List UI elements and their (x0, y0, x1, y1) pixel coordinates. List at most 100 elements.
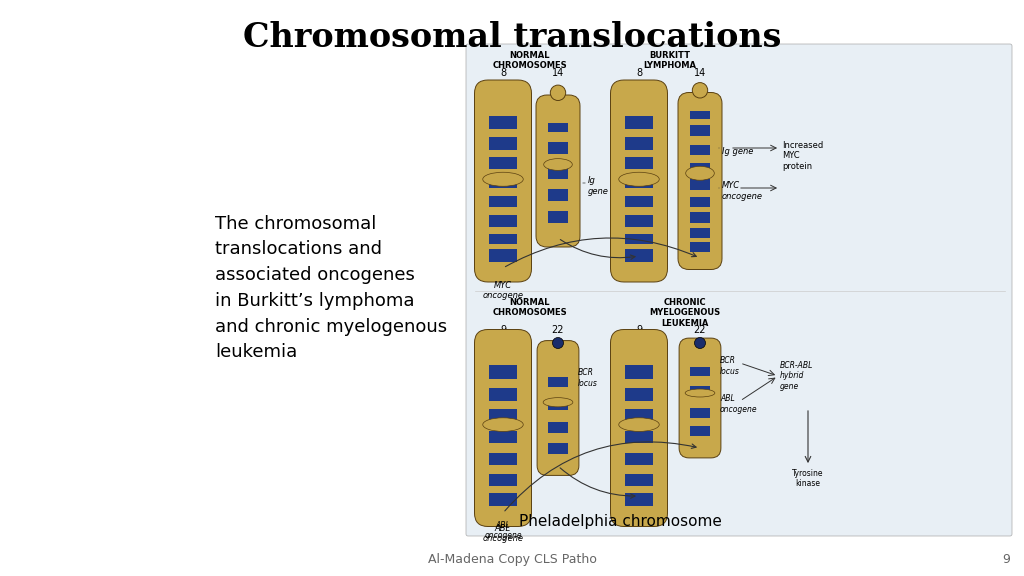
Ellipse shape (685, 389, 715, 397)
Text: MYC
oncogene: MYC oncogene (722, 181, 763, 200)
Bar (626, 233, 653, 244)
Bar (489, 453, 517, 465)
Bar (690, 228, 710, 238)
Bar (489, 233, 517, 244)
Text: 22: 22 (693, 325, 707, 335)
Bar (626, 215, 653, 226)
FancyBboxPatch shape (678, 93, 722, 270)
Bar (489, 176, 517, 188)
Text: NORMAL
CHROMOSOMES: NORMAL CHROMOSOMES (493, 51, 567, 70)
FancyArrowPatch shape (560, 468, 635, 498)
Text: 8: 8 (636, 68, 642, 78)
Bar (489, 410, 517, 423)
Bar (626, 116, 653, 128)
FancyBboxPatch shape (679, 338, 721, 458)
Ellipse shape (686, 166, 715, 180)
Ellipse shape (553, 338, 563, 348)
Bar (626, 176, 653, 188)
Ellipse shape (692, 82, 708, 98)
Text: MYC
oncogene: MYC oncogene (482, 281, 523, 301)
Text: 22: 22 (552, 325, 564, 335)
Bar (626, 137, 653, 150)
Bar (626, 492, 653, 506)
Ellipse shape (482, 172, 523, 186)
FancyBboxPatch shape (538, 340, 579, 475)
Bar (690, 163, 710, 173)
Ellipse shape (544, 158, 572, 170)
Bar (626, 196, 653, 207)
Text: 9: 9 (500, 325, 506, 335)
Ellipse shape (618, 172, 659, 186)
Bar (548, 377, 568, 387)
Text: 8: 8 (500, 68, 506, 78)
Bar (626, 430, 653, 444)
Bar (489, 157, 517, 169)
Bar (690, 111, 710, 119)
Ellipse shape (543, 397, 572, 407)
FancyBboxPatch shape (474, 80, 531, 282)
Ellipse shape (482, 418, 523, 431)
Text: BCR-ABL
hybrid
gene: BCR-ABL hybrid gene (780, 361, 813, 391)
Text: Ig gene: Ig gene (722, 146, 754, 156)
Bar (690, 408, 710, 418)
Bar (690, 426, 710, 436)
Bar (690, 125, 710, 136)
Text: 14: 14 (552, 68, 564, 78)
Bar (626, 249, 653, 262)
FancyBboxPatch shape (536, 95, 580, 247)
Bar (548, 123, 568, 132)
Text: Increased
MYC
protein: Increased MYC protein (782, 141, 823, 171)
Bar (626, 157, 653, 169)
Text: Chromosomal translocations: Chromosomal translocations (243, 21, 781, 54)
Bar (690, 367, 710, 376)
Bar (489, 388, 517, 401)
Bar (489, 249, 517, 262)
FancyBboxPatch shape (610, 329, 668, 526)
FancyArrowPatch shape (560, 240, 635, 259)
FancyArrowPatch shape (505, 442, 696, 511)
Bar (489, 474, 517, 486)
Text: ABL
oncogene: ABL oncogene (482, 524, 523, 543)
Text: BCR
locus: BCR locus (578, 368, 598, 388)
Bar (489, 365, 517, 378)
Text: 9: 9 (1002, 553, 1010, 566)
Bar (548, 399, 568, 410)
Bar (489, 215, 517, 226)
Text: NORMAL
CHROMOSOMES: NORMAL CHROMOSOMES (493, 298, 567, 317)
Text: 14: 14 (694, 68, 707, 78)
Text: ABL
oncogene: ABL oncogene (484, 521, 522, 540)
Text: CHRONIC
MYELOGENOUS
LEUKEMIA: CHRONIC MYELOGENOUS LEUKEMIA (649, 298, 721, 328)
FancyBboxPatch shape (466, 44, 1012, 536)
Bar (548, 442, 568, 454)
Text: The chromosomal
translocations and
associated oncogenes
in Burkitt’s lymphoma
an: The chromosomal translocations and assoc… (215, 215, 447, 361)
Bar (489, 137, 517, 150)
Ellipse shape (618, 418, 659, 431)
Text: Ig
gene: Ig gene (588, 176, 609, 196)
Bar (548, 142, 568, 154)
Text: BCR
locus: BCR locus (720, 357, 740, 376)
Text: Al-Madena Copy CLS Patho: Al-Madena Copy CLS Patho (428, 553, 596, 566)
Text: Pheladelphia chromosome: Pheladelphia chromosome (518, 514, 722, 529)
Bar (690, 212, 710, 223)
FancyBboxPatch shape (474, 329, 531, 526)
Bar (690, 242, 710, 252)
Ellipse shape (694, 338, 706, 348)
Bar (626, 388, 653, 401)
Bar (548, 167, 568, 179)
Text: Tyrosine
kinase: Tyrosine kinase (793, 469, 823, 488)
Bar (690, 197, 710, 207)
FancyBboxPatch shape (610, 80, 668, 282)
Bar (626, 365, 653, 378)
Bar (489, 492, 517, 506)
Bar (690, 145, 710, 154)
Text: BURKITT
LYMPHOMA: BURKITT LYMPHOMA (643, 51, 696, 70)
Text: 9: 9 (636, 325, 642, 335)
Bar (489, 430, 517, 444)
Text: ABL
oncogene: ABL oncogene (720, 395, 758, 414)
Bar (626, 410, 653, 423)
Bar (489, 196, 517, 207)
Bar (548, 422, 568, 433)
Bar (690, 180, 710, 190)
Bar (626, 453, 653, 465)
Bar (626, 474, 653, 486)
